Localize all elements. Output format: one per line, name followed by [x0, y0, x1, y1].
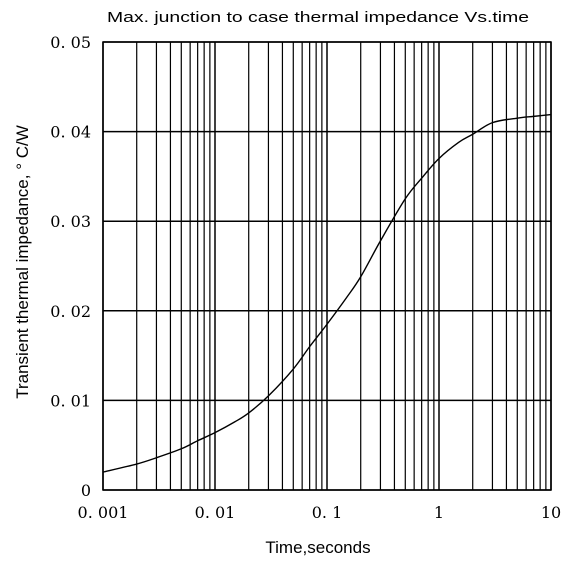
y-axis-label: Transient thermal impedance, ° C/W — [13, 125, 32, 399]
x-tick-label: 0. 1 — [312, 503, 343, 522]
impedance-curve — [102, 113, 552, 473]
y-tick-label: 0. 05 — [50, 33, 91, 52]
x-tick-label: 10 — [541, 503, 561, 522]
x-tick-label: 0. 001 — [78, 503, 129, 522]
y-tick-label: 0. 03 — [50, 212, 91, 231]
x-axis-label: Time,seconds — [265, 538, 370, 557]
tick-labels: 0. 001 0. 01 0. 1 1 10 0 0. 01 0. 02 0. 03 0. 04 0… — [50, 33, 561, 522]
y-tick-label: 0. 04 — [50, 123, 91, 142]
y-tick-label: 0 — [81, 481, 91, 500]
y-tick-label: 0. 01 — [50, 391, 91, 410]
y-tick-label: 0. 02 — [50, 302, 91, 321]
chart-title: Max. junction to case thermal impedance … — [107, 9, 529, 26]
x-tick-label: 0. 01 — [195, 503, 236, 522]
x-tick-label: 1 — [434, 503, 444, 522]
grid — [102, 41, 552, 491]
plot-frame — [102, 41, 552, 491]
